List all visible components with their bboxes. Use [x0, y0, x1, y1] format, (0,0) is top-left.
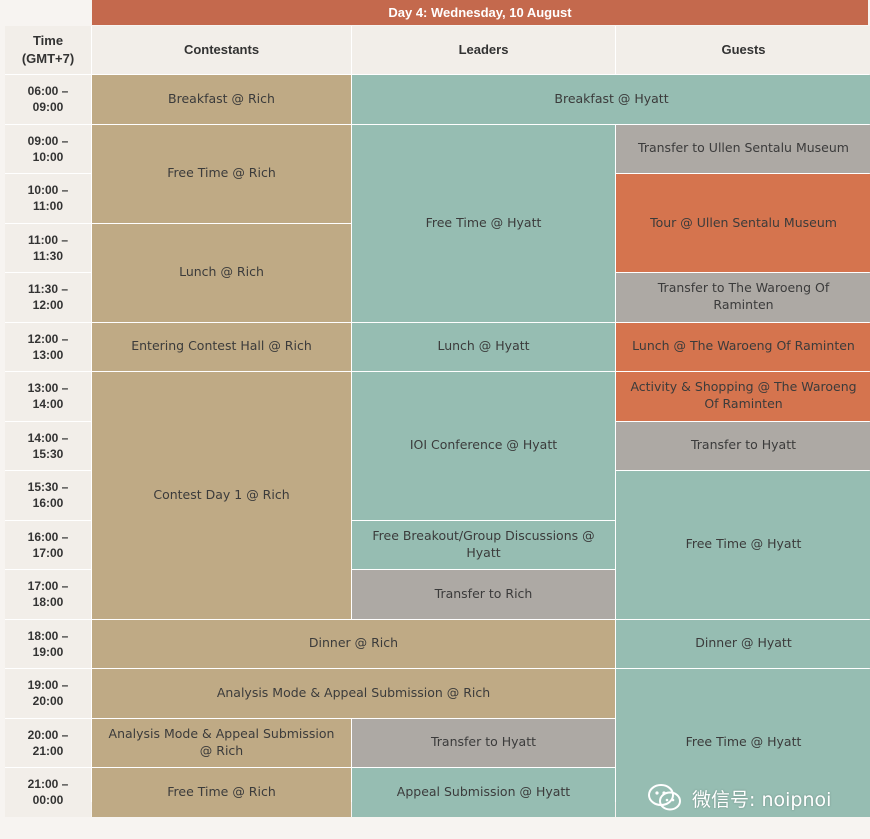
time-slot: 15:30 – 16:00 [5, 471, 91, 520]
event-cell: Free Time @ Hyatt [616, 669, 870, 817]
time-slot: 18:00 – 19:00 [5, 619, 91, 668]
time-slot: 14:00 – 15:30 [5, 421, 91, 470]
time-slot: 11:00 – 11:30 [5, 223, 91, 272]
event-cell: Lunch @ Rich [92, 223, 351, 322]
event-cell: Free Time @ Rich [92, 768, 351, 817]
wechat-icon [648, 784, 681, 811]
contestants-column-header: Contestants [92, 26, 351, 74]
event-cell: Transfer to Hyatt [616, 421, 870, 470]
time-slot: 10:00 – 11:00 [5, 174, 91, 223]
guests-column-header: Guests [616, 26, 870, 74]
event-cell: Transfer to Ullen Sentalu Museum [616, 124, 870, 173]
time-slot: 09:00 – 10:00 [5, 124, 91, 173]
time-slot: 17:00 – 18:00 [5, 570, 91, 619]
event-cell: IOI Conference @ Hyatt [352, 372, 615, 520]
event-cell: Lunch @ Hyatt [352, 322, 615, 371]
event-cell: Tour @ Ullen Sentalu Museum [616, 174, 870, 272]
event-cell: Transfer to The Waroeng Of Raminten [616, 273, 870, 322]
time-slot: 11:30 – 12:00 [5, 273, 91, 322]
event-cell: Analysis Mode & Appeal Submission @ Rich [92, 669, 615, 718]
event-cell: Lunch @ The Waroeng Of Raminten [616, 322, 870, 371]
day-title: Day 4: Wednesday, 10 August [92, 0, 868, 25]
event-cell: Analysis Mode & Appeal Submission @ Rich [92, 718, 351, 767]
event-cell: Free Breakout/Group Discussions @ Hyatt [352, 520, 615, 569]
event-cell: Free Time @ Hyatt [616, 471, 870, 619]
event-cell: Contest Day 1 @ Rich [92, 372, 351, 619]
leaders-column-header: Leaders [352, 26, 615, 74]
time-slot: 21:00 – 00:00 [5, 768, 91, 817]
event-cell: Breakfast @ Hyatt [352, 75, 870, 124]
time-slot: 16:00 – 17:00 [5, 520, 91, 569]
event-cell: Free Time @ Rich [92, 124, 351, 223]
time-column-header: Time (GMT+7) [5, 26, 91, 74]
event-cell: Dinner @ Rich [92, 619, 615, 668]
event-cell: Dinner @ Hyatt [616, 619, 870, 668]
schedule-table: Time (GMT+7) Contestants Leaders Guests … [5, 26, 870, 817]
watermark-text: 微信号: noipnoi [692, 788, 832, 811]
event-cell: Activity & Shopping @ The Waroeng Of Ram… [616, 372, 870, 421]
event-cell: Breakfast @ Rich [92, 75, 351, 124]
time-slot: 13:00 – 14:00 [5, 372, 91, 421]
wechat-watermark: 微信号: noipnoi [646, 781, 831, 815]
time-slot: 12:00 – 13:00 [5, 322, 91, 371]
event-cell: Entering Contest Hall @ Rich [92, 322, 351, 371]
time-slot: 20:00 – 21:00 [5, 718, 91, 767]
event-cell: Free Time @ Hyatt [352, 124, 615, 322]
event-cell: Transfer to Rich [352, 570, 615, 619]
time-slot: 06:00 – 09:00 [5, 75, 91, 124]
event-cell: Appeal Submission @ Hyatt [352, 768, 615, 817]
event-cell: Transfer to Hyatt [352, 718, 615, 767]
time-slot: 19:00 – 20:00 [5, 669, 91, 718]
